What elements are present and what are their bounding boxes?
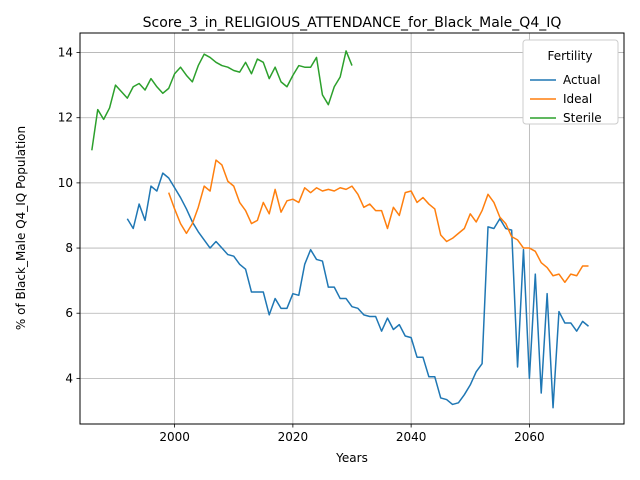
legend-items: Actual Ideal Sterile bbox=[530, 73, 602, 125]
plot-frame bbox=[79, 32, 625, 425]
y-tick-label: 10 bbox=[58, 176, 73, 190]
legend-label-sterile: Sterile bbox=[563, 111, 602, 125]
y-tick-label: 12 bbox=[58, 111, 73, 125]
y-axis-ticks: 4 6 8 10 12 14 bbox=[58, 46, 80, 385]
legend: Fertility Actual Ideal Sterile bbox=[522, 39, 619, 125]
y-axis-label: % of Black_Male Q4_IQ Population bbox=[14, 126, 28, 330]
legend-box bbox=[522, 39, 619, 125]
x-tick-label: 2060 bbox=[514, 430, 545, 444]
y-tick-label: 14 bbox=[58, 46, 73, 60]
y-tick-label: 8 bbox=[65, 241, 73, 255]
legend-label-ideal: Ideal bbox=[563, 92, 592, 106]
series-line-ideal bbox=[167, 159, 589, 284]
x-axis-label: Years bbox=[335, 451, 368, 465]
x-tick-label: 2040 bbox=[396, 430, 427, 444]
legend-title: Fertility bbox=[547, 49, 592, 63]
y-tick-label: 4 bbox=[65, 371, 73, 385]
y-tick-label: 6 bbox=[65, 306, 73, 320]
chart-title: Score_3_in_RELIGIOUS_ATTENDANCE_for_Blac… bbox=[143, 15, 562, 31]
legend-label-actual: Actual bbox=[563, 73, 601, 87]
series-line-sterile bbox=[91, 50, 353, 151]
series-layer bbox=[91, 50, 589, 409]
series-line-actual bbox=[126, 172, 589, 409]
x-tick-label: 2020 bbox=[278, 430, 309, 444]
x-tick-label: 2000 bbox=[159, 430, 190, 444]
x-axis-ticks: 2000 2020 2040 2060 bbox=[159, 424, 545, 444]
